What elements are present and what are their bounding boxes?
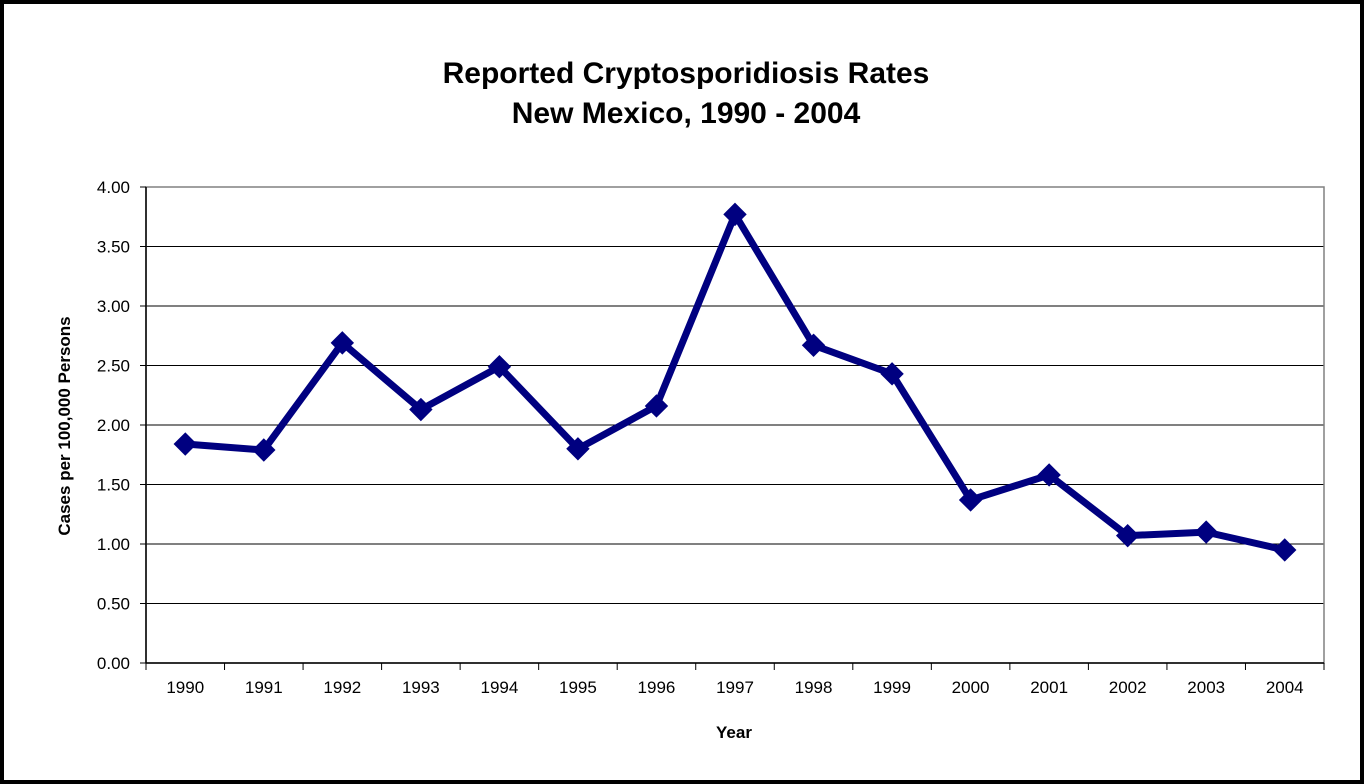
data-point-marker — [1273, 538, 1297, 562]
data-point-marker — [1115, 523, 1140, 548]
gridlines — [146, 246, 1324, 604]
data-point-marker — [487, 354, 512, 379]
x-tick-label: 1997 — [716, 678, 754, 697]
data-point-marker — [252, 438, 276, 462]
y-axis-title: Cases per 100,000 Persons — [55, 316, 74, 535]
x-tick-label: 1993 — [402, 678, 440, 697]
y-tick-label: 1.50 — [97, 476, 130, 495]
x-tick-label: 2004 — [1266, 678, 1304, 697]
data-point-marker — [880, 362, 904, 386]
y-tick-label: 1.00 — [97, 535, 130, 554]
data-point-marker — [566, 437, 590, 461]
y-tick-label: 0.50 — [97, 595, 130, 614]
y-tick-label: 2.00 — [97, 416, 130, 435]
x-tick-label: 2001 — [1030, 678, 1068, 697]
chart-title: Reported Cryptosporidiosis Rates — [442, 57, 930, 90]
data-point-marker — [409, 397, 433, 422]
x-tick-label: 1995 — [559, 678, 597, 697]
data-point-marker — [801, 333, 826, 357]
series-line — [185, 206, 1286, 554]
data-point-marker — [644, 394, 669, 418]
chart-title-block: Reported Cryptosporidiosis Rates New Mex… — [4, 54, 1364, 134]
x-tick-label: 1994 — [480, 678, 518, 697]
y-tick-label: 0.00 — [97, 654, 130, 673]
y-tick-label: 2.50 — [97, 357, 130, 376]
tick-labels: 0.00 0.50 1.00 1.50 2.00 2.50 3.00 3.50 4.00 1990… — [97, 178, 1304, 697]
x-tick-label: 2002 — [1109, 678, 1147, 697]
data-point-marker — [723, 202, 747, 227]
x-tick-label: 1996 — [638, 678, 676, 697]
x-axis-title: Year — [716, 723, 752, 742]
y-tick-label: 4.00 — [97, 178, 130, 197]
data-point-marker — [1194, 520, 1218, 544]
data-point-marker — [958, 488, 983, 512]
y-tick-label: 3.00 — [97, 297, 130, 316]
x-tick-label: 2003 — [1187, 678, 1225, 697]
x-tick-label: 1999 — [873, 678, 911, 697]
chart-subtitle: New Mexico, 1990 - 2004 — [511, 97, 861, 130]
x-tick-label: 1991 — [245, 678, 283, 697]
data-point-marker — [173, 432, 197, 456]
x-tick-label: 1998 — [795, 678, 833, 697]
axes — [140, 186, 1325, 670]
data-point-marker — [330, 331, 355, 355]
x-tick-label: 1990 — [166, 678, 204, 697]
x-tick-label: 1992 — [323, 678, 361, 697]
data-point-marker — [1037, 463, 1061, 487]
series-layer — [173, 202, 1297, 562]
y-tick-label: 3.50 — [97, 238, 130, 257]
x-tick-label: 2000 — [952, 678, 990, 697]
